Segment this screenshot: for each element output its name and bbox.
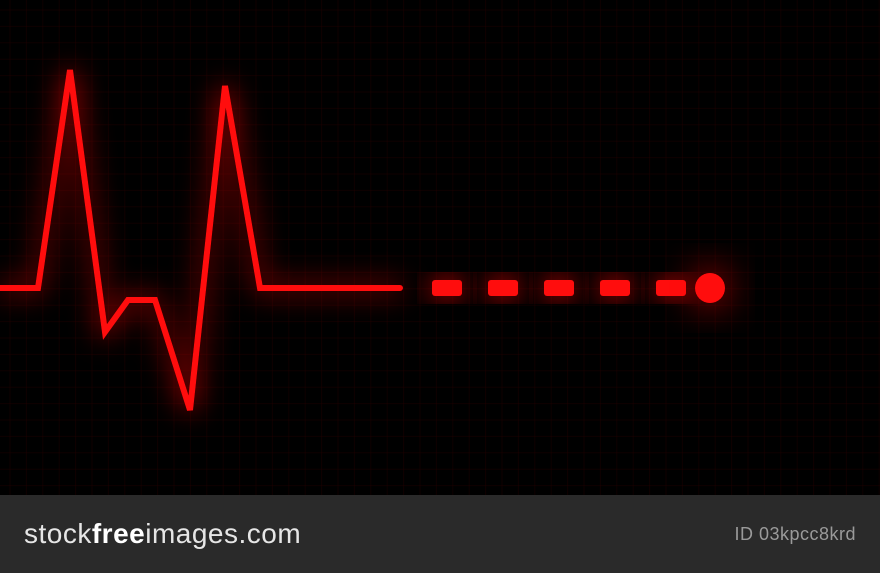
ecg-flatline-dash [544,280,574,296]
ecg-flatline-dash [600,280,630,296]
watermark-brand: stock free images . com [24,518,301,550]
ecg-flatline-dash [432,280,462,296]
watermark-brand-images: images [145,518,238,550]
watermark-brand-free: free [92,518,145,550]
ecg-flatline-dash [656,280,686,296]
ecg-trace-layer [0,0,880,495]
watermark-brand-com: com [247,518,301,550]
ecg-monitor-screenshot: stock free images . com ID 03kpcc8krd [0,0,880,573]
ecg-waveform [0,70,400,410]
watermark-brand-stock: stock [24,518,92,550]
monitor-area [0,0,880,495]
ecg-cursor-dot [695,273,725,303]
watermark-brand-dot: . [239,518,247,550]
watermark-id: ID 03kpcc8krd [734,524,856,545]
ecg-flatline-dash [488,280,518,296]
watermark-bar: stock free images . com ID 03kpcc8krd [0,495,880,573]
